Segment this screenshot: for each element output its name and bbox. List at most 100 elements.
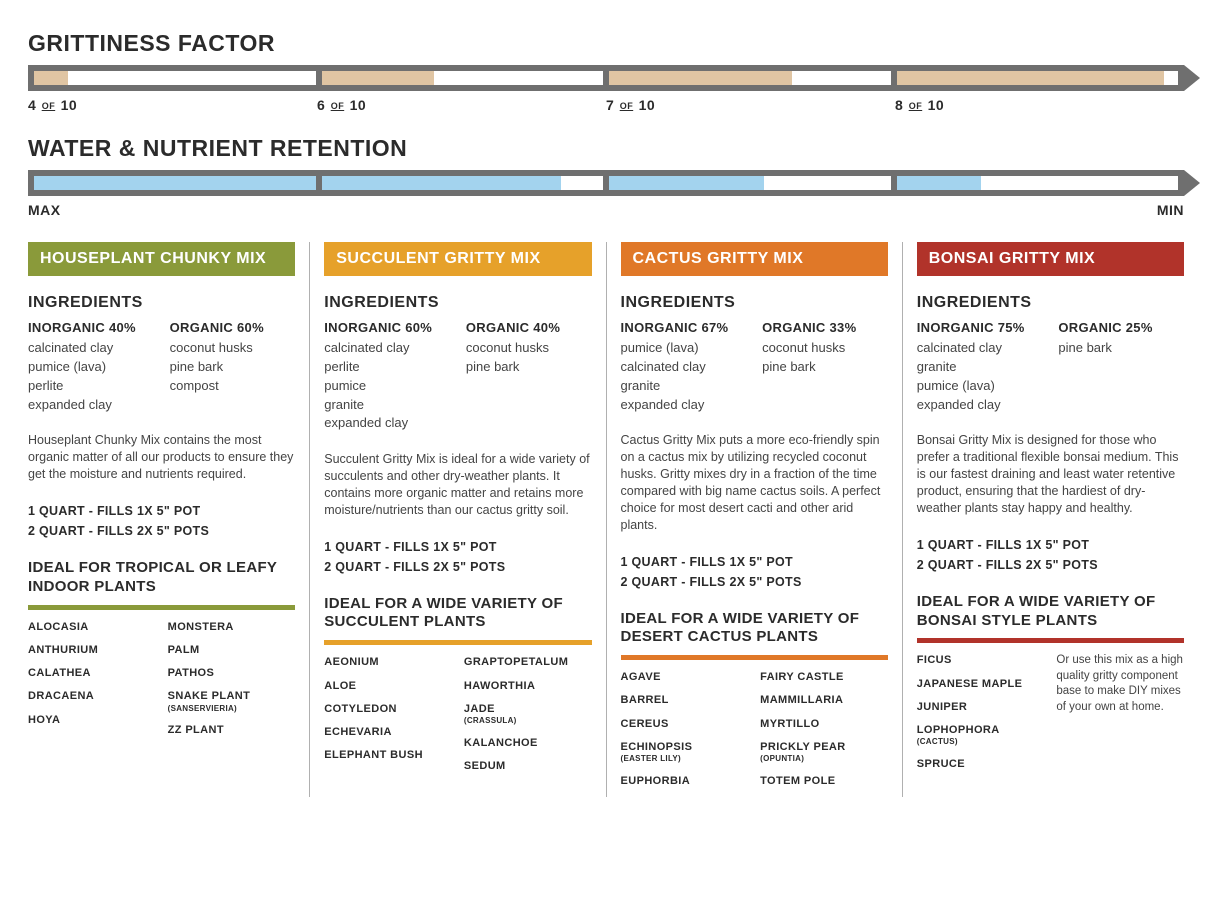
plant-item: PALM <box>168 643 296 657</box>
fill-line-2: 2 QUART - FILLS 2X 5" POTS <box>621 572 888 592</box>
plant-item: PRICKLY PEAR(OPUNTIA) <box>760 740 888 765</box>
plant-item: AGAVE <box>621 670 749 684</box>
plant-item: TOTEM POLE <box>760 774 888 788</box>
plant-item: CALATHEA <box>28 666 156 680</box>
mix-title: CACTUS GRITTY MIX <box>621 242 888 276</box>
grit-label-3: 8 OF 10 <box>895 97 1184 113</box>
ingredients-heading: INGREDIENTS <box>28 294 295 312</box>
inorganic-item: expanded clay <box>917 396 1043 415</box>
ingredients-heading: INGREDIENTS <box>324 294 591 312</box>
grit-seg-0 <box>34 71 68 85</box>
inorganic-item: perlite <box>28 377 154 396</box>
mix-description: Bonsai Gritty Mix is designed for those … <box>917 432 1184 516</box>
organic-item: pine bark <box>1058 339 1184 358</box>
plant-item: BARREL <box>621 693 749 707</box>
organic-item: compost <box>170 377 296 396</box>
plant-item: JUNIPER <box>917 700 1045 714</box>
plant-item: ALOE <box>324 679 452 693</box>
color-rule <box>917 638 1184 643</box>
grit-labels: 4 OF 10 6 OF 10 7 OF 10 8 OF 10 <box>28 97 1184 113</box>
inorganic-item: granite <box>917 358 1043 377</box>
organic-item: pine bark <box>762 358 888 377</box>
plant-item: ALOCASIA <box>28 620 156 634</box>
mix-title: BONSAI GRITTY MIX <box>917 242 1184 276</box>
organic-item: coconut husks <box>762 339 888 358</box>
organic-heading: ORGANIC 25% <box>1058 320 1184 335</box>
organic-item: coconut husks <box>170 339 296 358</box>
mix-description: Houseplant Chunky Mix contains the most … <box>28 432 295 483</box>
mix-column-1: SUCCULENT GRITTY MIX INGREDIENTS INORGANIC… <box>309 242 605 797</box>
organic-item: pine bark <box>466 358 592 377</box>
plant-item: EUPHORBIA <box>621 774 749 788</box>
inorganic-heading: INORGANIC 60% <box>324 320 450 335</box>
inorganic-heading: INORGANIC 67% <box>621 320 747 335</box>
inorganic-item: expanded clay <box>621 396 747 415</box>
plant-item: JAPANESE MAPLE <box>917 677 1045 691</box>
organic-heading: ORGANIC 40% <box>466 320 592 335</box>
water-seg-3 <box>897 176 981 190</box>
mix-columns: HOUSEPLANT CHUNKY MIX INGREDIENTS INORGANI… <box>28 242 1184 797</box>
plant-item: SPRUCE <box>917 757 1045 771</box>
plant-item: COTYLEDON <box>324 702 452 716</box>
fill-line-2: 2 QUART - FILLS 2X 5" POTS <box>324 557 591 577</box>
grit-label-2: 7 OF 10 <box>606 97 895 113</box>
inorganic-item: granite <box>324 396 450 415</box>
inorganic-item: pumice <box>324 377 450 396</box>
mix-column-3: BONSAI GRITTY MIXINGREDIENTSINORGANIC 75… <box>902 242 1184 797</box>
organic-heading: ORGANIC 60% <box>170 320 296 335</box>
ideal-heading: IDEAL FOR A WIDE VARIETY OF DESERT CACTU… <box>621 610 888 648</box>
inorganic-heading: INORGANIC 40% <box>28 320 154 335</box>
plant-item: SNAKE PLANT(SANSERVIERIA) <box>168 689 296 714</box>
fill-line-2: 2 QUART - FILLS 2X 5" POTS <box>28 521 295 541</box>
inorganic-item: calcinated clay <box>621 358 747 377</box>
plant-item: ELEPHANT BUSH <box>324 748 452 762</box>
plant-item: PATHOS <box>168 666 296 680</box>
mix-title: SUCCULENT GRITTY MIX <box>324 242 591 276</box>
organic-item: pine bark <box>170 358 296 377</box>
inorganic-item: calcinated clay <box>324 339 450 358</box>
color-rule <box>324 640 591 645</box>
plant-item: ZZ PLANT <box>168 723 296 737</box>
fill-line-1: 1 QUART - FILLS 1X 5" POT <box>917 535 1184 555</box>
inorganic-item: pumice (lava) <box>28 358 154 377</box>
plant-item: ANTHURIUM <box>28 643 156 657</box>
mix-column-2: CACTUS GRITTY MIXINGREDIENTSINORGANIC 67… <box>606 242 902 797</box>
grit-bar <box>28 65 1184 91</box>
water-seg-1 <box>322 176 561 190</box>
ingredients-heading: INGREDIENTS <box>917 294 1184 312</box>
water-min: MIN <box>1157 202 1184 218</box>
fill-line-1: 1 QUART - FILLS 1X 5" POT <box>621 552 888 572</box>
fill-line-2: 2 QUART - FILLS 2X 5" POTS <box>917 555 1184 575</box>
ideal-heading: IDEAL FOR A WIDE VARIETY OF SUCCULENT PL… <box>324 595 591 633</box>
grit-seg-2 <box>609 71 792 85</box>
water-max: MAX <box>28 202 61 218</box>
fill-line-1: 1 QUART - FILLS 1X 5" POT <box>324 537 591 557</box>
inorganic-item: granite <box>621 377 747 396</box>
plant-item: AEONIUM <box>324 655 452 669</box>
grit-label-1: 6 OF 10 <box>317 97 606 113</box>
inorganic-item: pumice (lava) <box>917 377 1043 396</box>
mix-description: Cactus Gritty Mix puts a more eco-friend… <box>621 432 888 533</box>
plant-item: MONSTERA <box>168 620 296 634</box>
inorganic-item: expanded clay <box>28 396 154 415</box>
plant-item: GRAPTOPETALUM <box>464 655 592 669</box>
mix-title: HOUSEPLANT CHUNKY MIX <box>28 242 295 276</box>
grit-title: GRITTINESS FACTOR <box>28 30 1184 57</box>
plant-item: KALANCHOE <box>464 736 592 750</box>
water-bar <box>28 170 1184 196</box>
plant-item: ECHINOPSIS(EASTER LILY) <box>621 740 749 765</box>
fill-line-1: 1 QUART - FILLS 1X 5" POT <box>28 501 295 521</box>
water-seg-2 <box>609 176 764 190</box>
color-rule <box>28 605 295 610</box>
plant-item: ECHEVARIA <box>324 725 452 739</box>
plant-item: JADE(CRASSULA) <box>464 702 592 727</box>
plant-item: SEDUM <box>464 759 592 773</box>
plant-item: FICUS <box>917 653 1045 667</box>
grit-seg-3 <box>897 71 1164 85</box>
organic-heading: ORGANIC 33% <box>762 320 888 335</box>
water-title: WATER & NUTRIENT RETENTION <box>28 135 1184 162</box>
grit-seg-1 <box>322 71 435 85</box>
plant-item: DRACAENA <box>28 689 156 703</box>
mix-description: Succulent Gritty Mix is ideal for a wide… <box>324 451 591 519</box>
inorganic-item: calcinated clay <box>917 339 1043 358</box>
